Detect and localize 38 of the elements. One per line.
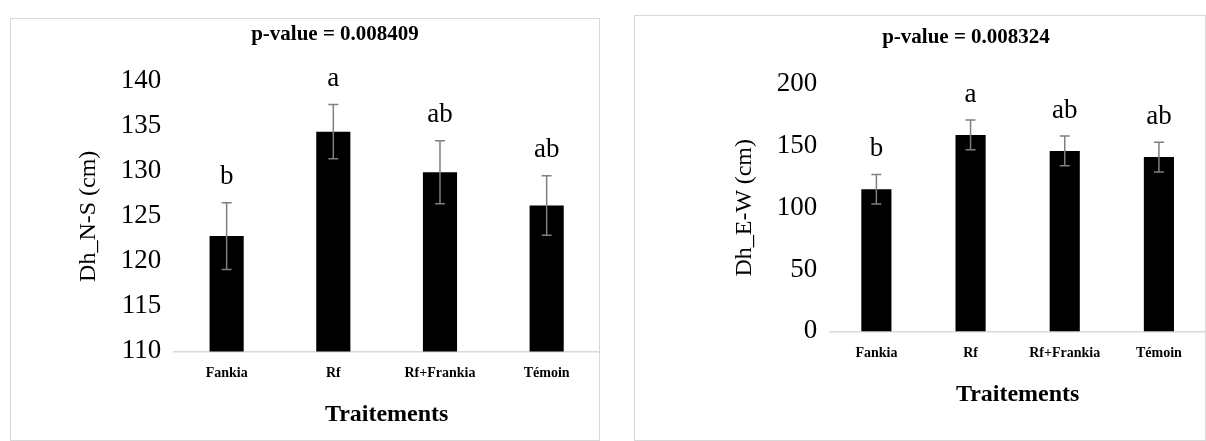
x-tick-label: Rf+Frankia bbox=[1029, 345, 1101, 361]
bar bbox=[861, 189, 892, 332]
chart-title: p-value = 0.008409 bbox=[251, 21, 419, 46]
x-axis-title: Traitements bbox=[955, 379, 1080, 406]
y-axis-title: Dh_E-W (cm) bbox=[729, 139, 756, 277]
y-tick-label: 130 bbox=[120, 154, 162, 185]
y-tick-label: 50 bbox=[790, 252, 818, 283]
x-tick-label: Rf bbox=[325, 365, 342, 381]
x-tick-label: Rf bbox=[963, 345, 979, 361]
bar bbox=[955, 134, 986, 332]
y-tick-label: 150 bbox=[776, 129, 818, 160]
y-tick-label: 135 bbox=[120, 109, 162, 140]
chart-title: p-value = 0.008324 bbox=[882, 24, 1051, 49]
annotation: ab bbox=[1052, 93, 1078, 124]
x-tick-label: Témoin bbox=[1135, 345, 1183, 361]
y-axis-title: Dh_N-S (cm) bbox=[73, 150, 100, 282]
annotation: b bbox=[869, 132, 884, 163]
x-axis-title: Traitements bbox=[324, 399, 449, 426]
x-tick-label: Fankia bbox=[205, 365, 248, 381]
x-tick-label: Témoin bbox=[523, 365, 570, 381]
bar bbox=[1049, 150, 1080, 332]
annotation: b bbox=[219, 160, 234, 191]
y-tick-label: 200 bbox=[776, 67, 818, 98]
annotation: ab bbox=[1146, 99, 1172, 130]
y-tick-label: 125 bbox=[120, 199, 162, 230]
y-tick-label: 0 bbox=[803, 314, 818, 345]
y-tick-label: 100 bbox=[776, 190, 818, 221]
y-tick-label: 110 bbox=[121, 334, 162, 365]
y-tick-label: 140 bbox=[120, 64, 162, 95]
annotation: a bbox=[964, 77, 977, 108]
bar bbox=[1143, 157, 1174, 332]
annotation: ab bbox=[533, 133, 560, 164]
y-tick-label: 115 bbox=[121, 289, 162, 320]
x-tick-label: Rf+Frankia bbox=[404, 365, 476, 381]
annotation: a bbox=[327, 62, 340, 93]
annotation: ab bbox=[427, 98, 453, 129]
x-tick-label: Fankia bbox=[855, 345, 898, 361]
y-tick-label: 120 bbox=[120, 244, 162, 275]
